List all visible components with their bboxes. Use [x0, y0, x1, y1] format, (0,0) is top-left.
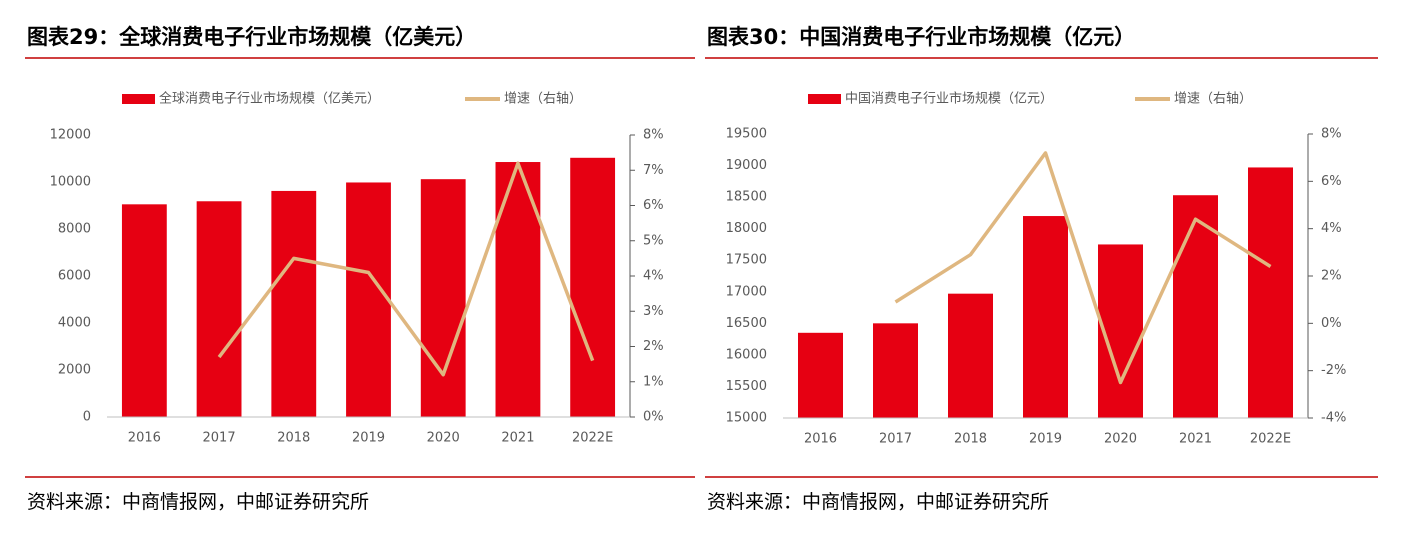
- y2-tick-label: 2%: [1321, 269, 1342, 284]
- y2-tick-label: 8%: [1321, 127, 1342, 142]
- x-tick-label: 2017: [203, 431, 236, 446]
- x-tick-label: 2021: [501, 431, 534, 446]
- x-tick-label: 2022E: [1250, 432, 1291, 447]
- y2-tick-label: -2%: [1321, 363, 1346, 378]
- y-tick-label: 15500: [726, 379, 767, 394]
- x-tick-label: 2017: [879, 432, 912, 447]
- legend-label: 增速（右轴）: [1174, 92, 1252, 107]
- growth-line: [894, 151, 1272, 385]
- y-tick-label: 19500: [726, 127, 767, 142]
- bar: [570, 157, 616, 418]
- y-tick-label: 6000: [58, 269, 91, 284]
- y2-tick-label: 4%: [643, 269, 664, 284]
- chart-title: 图表29：全球消费电子行业市场规模（亿美元）: [27, 25, 476, 49]
- legend-label: 增速（右轴）: [504, 92, 582, 107]
- y-tick-label: 18000: [726, 221, 767, 236]
- x-tick-label: 2018: [954, 432, 987, 447]
- y-tick-label: 8000: [58, 222, 91, 237]
- y-tick-label: 19000: [726, 158, 767, 173]
- bar: [798, 332, 843, 418]
- y2-tick-label: 1%: [643, 374, 664, 389]
- x-tick-label: 2022E: [572, 431, 613, 446]
- bar: [420, 179, 466, 417]
- y-tick-label: 16500: [726, 316, 767, 331]
- y-tick-label: 16000: [726, 347, 767, 362]
- y-tick-label: 2000: [58, 363, 91, 378]
- y-tick-label: 4000: [58, 316, 91, 331]
- y2-tick-label: 0%: [643, 410, 664, 425]
- y2-tick-label: 6%: [643, 198, 664, 213]
- y2-tick-label: 2%: [643, 339, 664, 354]
- y2-tick-label: 0%: [1321, 316, 1342, 331]
- x-tick-label: 2019: [1029, 432, 1062, 447]
- x-tick-label: 2016: [804, 432, 837, 447]
- legend-swatch: [808, 94, 841, 104]
- x-tick-label: 2019: [352, 431, 385, 446]
- y-tick-label: 10000: [50, 175, 91, 190]
- y2-tick-label: 5%: [643, 233, 664, 248]
- legend-label: 中国消费电子行业市场规模（亿元）: [845, 91, 1053, 107]
- bar: [346, 182, 391, 417]
- source-note: 资料来源：中商情报网，中邮证券研究所: [707, 491, 1049, 513]
- x-tick-label: 2018: [277, 431, 310, 446]
- legend-swatch: [122, 94, 155, 104]
- y-tick-label: 17500: [726, 253, 767, 268]
- bar: [948, 293, 993, 418]
- bar: [1173, 195, 1218, 418]
- y2-tick-label: 4%: [1321, 221, 1342, 236]
- x-tick-label: 2020: [427, 431, 460, 446]
- y-tick-label: 15000: [726, 411, 767, 426]
- x-tick-label: 2016: [128, 431, 161, 446]
- y2-tick-label: 8%: [643, 128, 664, 143]
- source-note: 资料来源：中商情报网，中邮证券研究所: [27, 491, 369, 513]
- bar: [1023, 216, 1068, 418]
- bar: [1248, 167, 1293, 418]
- chart-title: 图表30：中国消费电子行业市场规模（亿元）: [707, 25, 1135, 49]
- x-tick-label: 2020: [1104, 432, 1137, 447]
- bar: [121, 204, 167, 417]
- bar: [271, 190, 317, 417]
- y2-tick-label: 6%: [1321, 174, 1342, 189]
- y-tick-label: 0: [83, 410, 91, 425]
- y-tick-label: 18500: [726, 190, 767, 205]
- y-tick-label: 12000: [50, 128, 91, 143]
- growth-line: [217, 161, 595, 377]
- y2-tick-label: 7%: [643, 163, 664, 178]
- bar: [196, 201, 242, 417]
- y-tick-label: 17000: [726, 284, 767, 299]
- bar: [873, 323, 918, 418]
- x-tick-label: 2021: [1179, 432, 1212, 447]
- y2-tick-label: 3%: [643, 304, 664, 319]
- legend-label: 全球消费电子行业市场规模（亿美元）: [159, 91, 380, 107]
- y2-tick-label: -4%: [1321, 411, 1346, 426]
